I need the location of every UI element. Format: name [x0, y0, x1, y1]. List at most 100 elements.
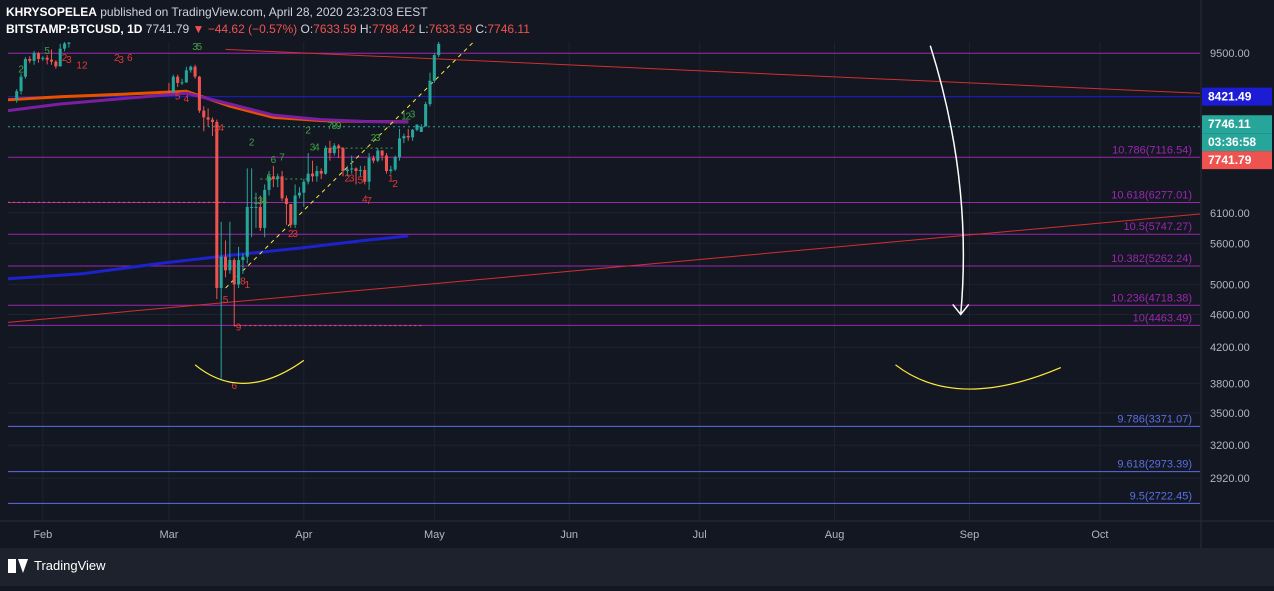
candle-body	[363, 169, 367, 182]
candle-body	[219, 256, 223, 289]
arc-curve	[895, 364, 1062, 390]
td-count-label: 2	[371, 133, 377, 144]
price-label-text: 03:36:58	[1208, 135, 1256, 149]
candle-body	[202, 110, 206, 118]
td-count-label: 2	[288, 229, 294, 240]
time-tick-label: Aug	[825, 529, 845, 541]
fib-level-label: 9.786(3371.07)	[1117, 413, 1192, 425]
candle-body	[415, 124, 419, 130]
candle-body	[210, 119, 214, 122]
candle-body	[28, 58, 32, 61]
price-tick-label: 4200.00	[1210, 342, 1250, 354]
high-value: 7798.42	[371, 22, 416, 36]
td-count-label: 3	[310, 143, 316, 154]
td-count-label: 6	[231, 381, 237, 392]
td-count-label: 1	[253, 196, 259, 207]
candle-body	[276, 176, 280, 179]
price-label-box	[1202, 115, 1272, 134]
price-tick-label: 5000.00	[1210, 279, 1250, 291]
candle-body	[36, 53, 40, 59]
candle-body	[315, 171, 319, 177]
candle-body	[232, 260, 236, 285]
candle-body	[180, 82, 184, 84]
candle-body	[58, 48, 62, 67]
down-arrow-head	[952, 303, 970, 316]
td-count-label: 2	[345, 174, 351, 185]
price-label-text: 7746.11	[1208, 117, 1251, 131]
candle-body	[19, 76, 23, 92]
td-count-label: 3	[66, 55, 72, 66]
ohlc-line: BITSTAMP:BTCUSD, 1D 7741.79 ▼ −44.62 (−0…	[6, 22, 530, 36]
price-tick-label: 3200.00	[1210, 440, 1250, 452]
candle-body	[350, 168, 354, 170]
candle-body	[45, 57, 49, 60]
candle-body	[354, 168, 358, 172]
last-price: 7741.79	[145, 22, 190, 36]
candle-body	[241, 256, 245, 261]
td-count-label: 2	[405, 112, 411, 123]
candle-body	[263, 189, 267, 228]
td-count-label: 1	[401, 112, 407, 123]
candle-body	[171, 76, 175, 93]
price-tick-label: 2920.00	[1210, 473, 1250, 485]
td-count-label: 3	[292, 229, 298, 240]
candle-body	[324, 148, 328, 174]
candle-body	[437, 43, 441, 56]
time-axis[interactable]: Feb Mar Apr May Jun Jul Aug Sep Oct	[0, 520, 1274, 541]
candle-body	[284, 198, 288, 205]
trendlines	[7, 41, 1201, 323]
td-count-label: 5	[44, 46, 50, 57]
td-count-label: 2	[114, 53, 120, 64]
annotations	[194, 45, 1062, 390]
close-value: 7746.11	[487, 22, 530, 36]
candle-body	[228, 260, 232, 271]
candle-body	[293, 195, 297, 225]
level-lines: 10.786(7116.54) 10.618(6277.01) 10.5(5747.…	[8, 52, 1200, 504]
symbol-name[interactable]: BITSTAMP:BTCUSD, 1D	[6, 22, 143, 36]
fib-level-label: 10.786(7116.54)	[1112, 144, 1192, 156]
candle-body	[302, 181, 306, 193]
tradingview-logo-icon	[8, 558, 28, 573]
td-count-label: 2	[392, 179, 398, 190]
candle-body	[197, 76, 201, 111]
tradingview-brand: TradingView	[34, 558, 106, 573]
price-label-box	[1202, 151, 1272, 170]
candle-body	[424, 104, 428, 127]
candle-body	[428, 80, 432, 105]
candle-body	[406, 135, 410, 138]
candle-body	[193, 66, 197, 77]
fib-level-label: 10(4463.49)	[1133, 312, 1192, 324]
publisher-name[interactable]: KHRYSOPELEA	[6, 5, 97, 19]
candle-body	[319, 171, 323, 174]
candle-body	[432, 55, 436, 81]
candle-body	[271, 176, 275, 179]
td-count-label: 3	[258, 196, 264, 207]
fib-level-label: 10.5(5747.27)	[1124, 221, 1193, 233]
publish-info: published on TradingView.com, April 28, …	[100, 5, 428, 19]
td-count-label: 2	[305, 126, 311, 137]
high-label: H:	[359, 22, 372, 36]
candle-body	[184, 70, 188, 83]
td-count-label: 3	[349, 174, 355, 185]
time-tick-label: Apr	[295, 529, 312, 541]
candle-body	[15, 91, 19, 100]
td-count-label: 4	[218, 123, 224, 134]
low-value: 7633.59	[428, 22, 473, 36]
open-value: 7633.59	[313, 22, 357, 36]
price-axis[interactable]: 9500.00 6100.00 5600.00 5000.00 4600.00 4200.…	[1200, 0, 1272, 548]
td-count-label: 7	[279, 153, 285, 164]
candle-body	[32, 53, 36, 61]
td-count-label: 5	[266, 174, 272, 185]
td-count-label: 5	[358, 175, 364, 186]
candle-body	[267, 176, 271, 190]
td-count-label: 8	[331, 121, 337, 132]
tradingview-logo[interactable]: TradingView	[8, 558, 106, 573]
close-label: C:	[475, 22, 488, 36]
fib-level-label: 9.5(2722.45)	[1130, 490, 1192, 502]
moving-average-line	[7, 91, 409, 124]
candle-body	[176, 76, 180, 83]
candle-body	[398, 138, 402, 158]
